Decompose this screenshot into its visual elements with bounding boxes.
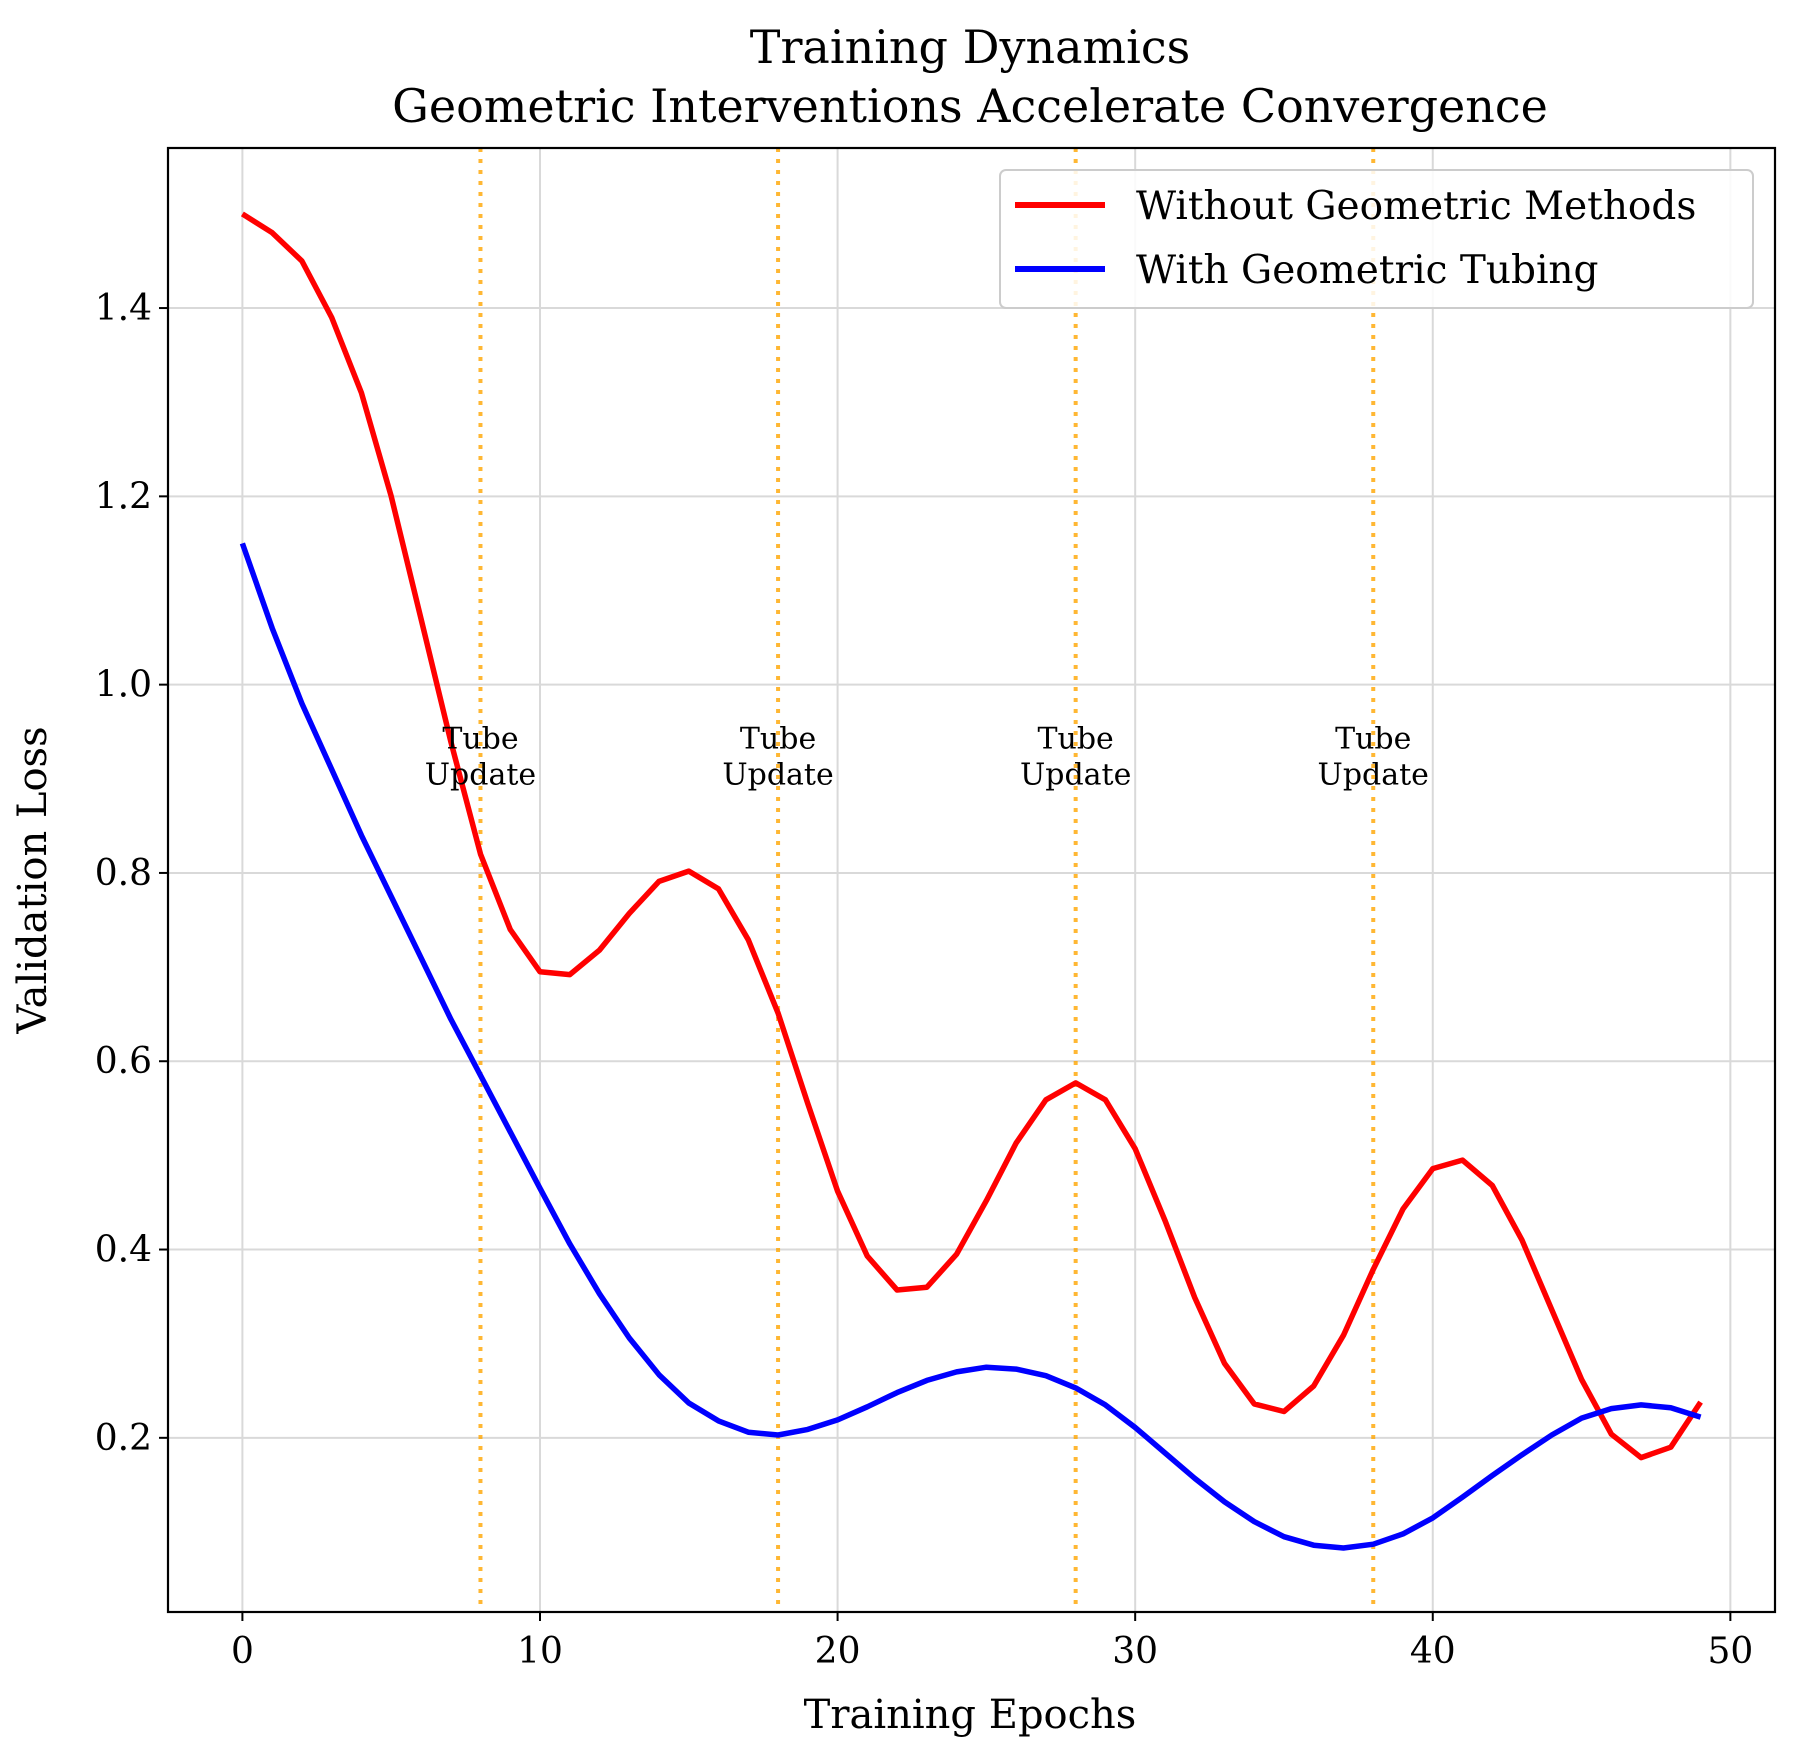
tube-update-label-line: Update: [722, 758, 833, 793]
chart-subtitle: Geometric Interventions Accelerate Conve…: [392, 79, 1548, 133]
x-tick-label: 20: [815, 1631, 861, 1672]
x-axis-label: Training Epochs: [804, 1692, 1137, 1738]
y-tick-label: 1.0: [95, 665, 152, 706]
tube-update-label: Tube Update: [1318, 722, 1429, 793]
x-tick-label: 0: [231, 1631, 254, 1672]
y-tick-label: 1.2: [95, 476, 152, 517]
x-tick-label: 50: [1707, 1631, 1753, 1672]
x-tick-label: 40: [1410, 1631, 1456, 1672]
series-line-1: [239, 542, 1702, 1551]
legend: Without Geometric Methods With Geometric…: [999, 169, 1754, 309]
y-tick-label: 0.6: [95, 1041, 152, 1082]
y-tick-label: 0.8: [95, 853, 152, 894]
y-axis-label: Validation Loss: [10, 726, 56, 1034]
tube-update-label-line: Tube: [442, 722, 518, 757]
tube-update-label: Tube Update: [425, 722, 536, 793]
tube-update-label: Tube Update: [722, 722, 833, 793]
tube-update-label-line: Tube: [1038, 722, 1114, 757]
y-axis-ticks: 0.2 0.4 0.6 0.8 1.0 1.2 1.4: [95, 288, 168, 1459]
plot-frame: [166, 146, 1777, 1614]
tube-update-label-line: Update: [425, 758, 536, 793]
tube-update-lines: [478, 148, 1376, 1612]
series-lines: [239, 211, 1703, 1551]
y-tick-label: 0.4: [95, 1230, 152, 1271]
legend-label-without-geometric-methods: Without Geometric Methods: [1136, 184, 1696, 229]
tube-update-label-line: Tube: [1335, 722, 1411, 757]
tube-update-label: Tube Update: [1020, 722, 1131, 793]
x-axis-ticks: 0 10 20 30 40 50: [231, 1612, 1753, 1672]
grid: [168, 148, 1775, 1612]
legend-label-with-geometric-tubing: With Geometric Tubing: [1136, 248, 1599, 293]
tube-update-label-line: Tube: [740, 722, 816, 757]
legend-box: [999, 169, 1754, 309]
chart-title: Training Dynamics: [750, 20, 1190, 74]
x-tick-label: 30: [1112, 1631, 1158, 1672]
x-tick-label: 10: [517, 1631, 563, 1672]
y-tick-label: 0.2: [95, 1418, 152, 1459]
y-tick-label: 1.4: [95, 288, 152, 329]
tube-update-label-line: Update: [1020, 758, 1131, 793]
series-line-0: [240, 211, 1703, 1461]
tube-update-label-line: Update: [1318, 758, 1429, 793]
